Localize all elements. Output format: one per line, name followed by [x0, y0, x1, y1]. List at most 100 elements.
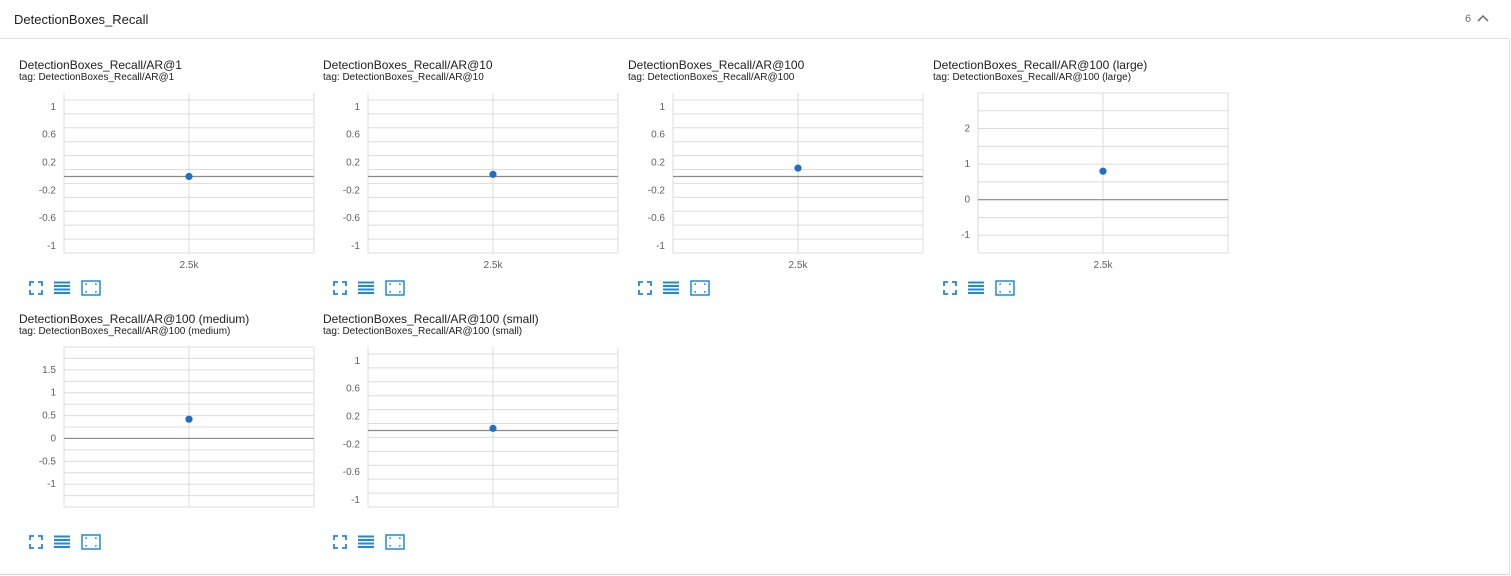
y-tick-label: 0.2 — [651, 158, 665, 169]
y-tick-label: -1 — [351, 241, 360, 252]
y-tick-label: -0.6 — [343, 467, 361, 478]
data-table-button[interactable] — [355, 278, 377, 298]
chart-tag: tag: DetectionBoxes_Recall/AR@100 (large… — [933, 72, 1132, 83]
chart-card: DetectionBoxes_Recall/AR@10 tag: Detecti… — [323, 58, 623, 308]
x-tick-label: 2.5k — [484, 260, 504, 271]
chevron-up-icon[interactable] — [1476, 12, 1490, 24]
fullscreen-button[interactable] — [329, 532, 351, 552]
y-tick-label: 1 — [354, 356, 360, 367]
scalar-chart[interactable]: 2 1 0 -1 2.5k — [933, 88, 1233, 273]
chart-card: DetectionBoxes_Recall/AR@100 (large) tag… — [933, 58, 1233, 308]
y-tick-label: -1 — [47, 479, 56, 490]
data-table-icon — [663, 281, 679, 294]
chart-card: DetectionBoxes_Recall/AR@100 tag: Detect… — [628, 58, 928, 308]
fullscreen-button[interactable] — [25, 278, 47, 298]
chart-card: DetectionBoxes_Recall/AR@100 (small) tag… — [323, 312, 623, 562]
data-table-icon — [358, 535, 374, 548]
fullscreen-icon — [638, 281, 652, 295]
data-point[interactable] — [185, 415, 193, 423]
y-tick-label: -1 — [351, 495, 360, 506]
x-tick-label: 2.5k — [1094, 260, 1114, 271]
chart-tag: tag: DetectionBoxes_Recall/AR@100 — [628, 72, 795, 83]
fullscreen-button[interactable] — [329, 278, 351, 298]
y-tick-label: 1 — [354, 102, 360, 113]
fullscreen-icon — [943, 281, 957, 295]
y-tick-label: -0.6 — [648, 213, 666, 224]
y-tick-label: 0.2 — [346, 158, 360, 169]
fit-domain-icon — [690, 280, 710, 296]
y-tick-label: -0.6 — [39, 213, 57, 224]
y-tick-label: -0.2 — [343, 185, 361, 196]
chart-title: DetectionBoxes_Recall/AR@10 — [323, 58, 493, 72]
chart-card: DetectionBoxes_Recall/AR@100 (medium) ta… — [19, 312, 319, 562]
y-tick-label: -1 — [656, 241, 665, 252]
fullscreen-icon — [29, 535, 43, 549]
y-tick-label: 1 — [50, 102, 56, 113]
fit-domain-icon — [81, 280, 101, 296]
y-tick-label: 0.6 — [346, 384, 360, 395]
chart-title: DetectionBoxes_Recall/AR@100 (medium) — [19, 312, 250, 326]
x-tick-label: 2.5k — [180, 260, 200, 271]
section-header[interactable]: DetectionBoxes_Recall 6 — [0, 0, 1509, 39]
y-tick-label: 0 — [964, 195, 970, 206]
y-tick-label: -0.2 — [648, 185, 666, 196]
data-table-icon — [358, 281, 374, 294]
fit-domain-icon — [385, 280, 405, 296]
fit-domain-button[interactable] — [384, 278, 406, 298]
chart-count-badge: 6 — [1465, 13, 1472, 25]
y-tick-label: 0.6 — [42, 130, 56, 141]
fullscreen-button[interactable] — [25, 532, 47, 552]
data-table-button[interactable] — [965, 278, 987, 298]
data-table-button[interactable] — [51, 278, 73, 298]
scalar-chart[interactable]: 1 0.6 0.2 -0.2 -0.6 -1 — [323, 342, 623, 527]
x-tick-label: 2.5k — [789, 260, 809, 271]
chart-title: DetectionBoxes_Recall/AR@1 — [19, 58, 182, 72]
y-tick-label: -0.5 — [39, 456, 57, 467]
y-tick-label: 0.2 — [42, 158, 56, 169]
chart-tag: tag: DetectionBoxes_Recall/AR@100 (mediu… — [19, 326, 231, 337]
y-tick-label: 1 — [659, 102, 665, 113]
fit-domain-button[interactable] — [689, 278, 711, 298]
fullscreen-icon — [333, 281, 347, 295]
fit-domain-button[interactable] — [994, 278, 1016, 298]
y-tick-label: 1 — [964, 159, 970, 170]
y-tick-label: -0.2 — [343, 439, 361, 450]
y-tick-label: 2 — [964, 124, 970, 135]
data-table-button[interactable] — [660, 278, 682, 298]
chart-title: DetectionBoxes_Recall/AR@100 (large) — [933, 58, 1148, 72]
y-tick-label: 0 — [50, 433, 56, 444]
y-tick-label: -1 — [961, 230, 970, 241]
data-point[interactable] — [794, 164, 802, 172]
chart-tag: tag: DetectionBoxes_Recall/AR@1 — [19, 72, 175, 83]
y-tick-label: 0.5 — [42, 411, 56, 422]
y-tick-label: 0.6 — [346, 130, 360, 141]
fullscreen-icon — [29, 281, 43, 295]
data-table-icon — [54, 281, 70, 294]
fullscreen-icon — [333, 535, 347, 549]
scalar-chart[interactable]: 1 0.6 0.2 -0.2 -0.6 -1 2.5k — [323, 88, 623, 273]
chart-title: DetectionBoxes_Recall/AR@100 (small) — [323, 312, 539, 326]
data-point[interactable] — [1099, 167, 1107, 175]
fit-domain-button[interactable] — [80, 532, 102, 552]
data-table-button[interactable] — [355, 532, 377, 552]
y-tick-label: 1 — [50, 388, 56, 399]
fit-domain-button[interactable] — [80, 278, 102, 298]
fit-domain-button[interactable] — [384, 532, 406, 552]
y-tick-label: -0.2 — [39, 185, 57, 196]
chart-title: DetectionBoxes_Recall/AR@100 — [628, 58, 805, 72]
fit-domain-icon — [81, 534, 101, 550]
data-point[interactable] — [489, 424, 497, 432]
fullscreen-button[interactable] — [939, 278, 961, 298]
y-tick-label: 0.6 — [651, 130, 665, 141]
data-point[interactable] — [185, 172, 193, 181]
y-tick-label: -1 — [47, 241, 56, 252]
data-table-icon — [54, 535, 70, 548]
chart-grid: DetectionBoxes_Recall/AR@1 tag: Detectio… — [0, 39, 1510, 575]
y-tick-label: -0.6 — [343, 213, 361, 224]
scalar-chart[interactable]: 1 0.6 0.2 -0.2 -0.6 -1 2.5k — [628, 88, 928, 273]
data-table-button[interactable] — [51, 532, 73, 552]
scalar-chart[interactable]: 1 0.6 0.2 -0.2 -0.6 -1 2.5k — [19, 88, 319, 273]
scalar-chart[interactable]: 1.5 1 0.5 0 -0.5 -1 — [19, 342, 319, 527]
fullscreen-button[interactable] — [634, 278, 656, 298]
data-point[interactable] — [489, 170, 497, 178]
